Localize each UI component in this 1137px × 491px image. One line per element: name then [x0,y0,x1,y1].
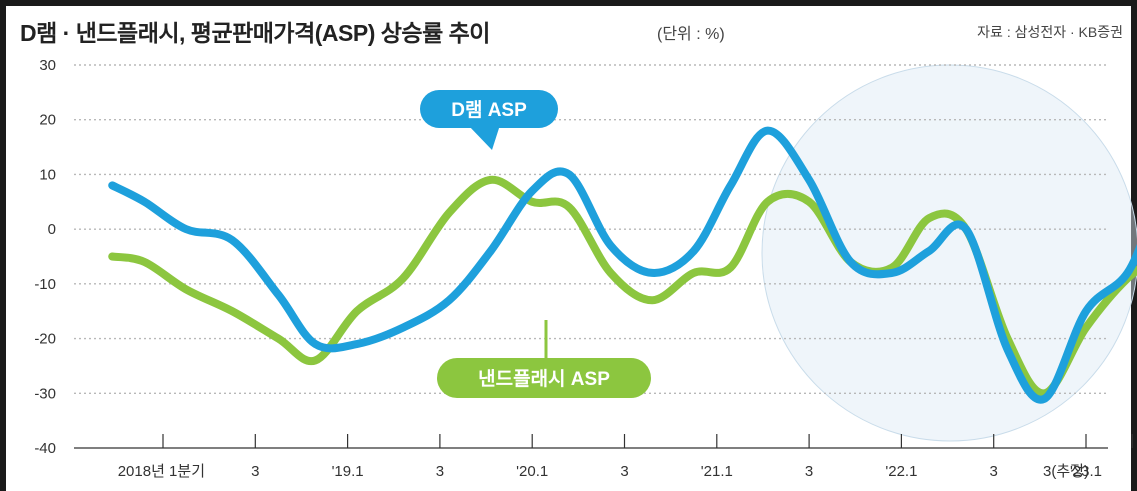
x-tick-label: '21.1 [701,463,733,480]
nand-callout-label: 낸드플래시 ASP [478,368,610,390]
forecast-highlight-circle [761,64,1137,442]
source-label: 자료 : 삼성전자 · KB증권 [977,24,1123,40]
x-tick-label: 3 [620,463,628,480]
dram-callout-badge [420,90,558,128]
y-tick-label: -30 [34,385,56,402]
unit-label: (단위 : %) [657,26,725,43]
dram-callout-label: D램 ASP [451,99,527,121]
top-border [0,0,1137,8]
y-tick-label: -10 [34,276,56,293]
dram-callout-pointer [468,125,500,150]
x-tick-label: 2018년 1분기 [118,463,205,480]
x-tick-label: 3 [436,463,444,480]
nand-callout-badge [437,358,651,398]
x-tick-label: '22.1 [885,463,917,480]
x-tick-label: 3(추정) [1043,463,1089,480]
series-line-nand [108,175,1137,398]
chart-title: D램 · 낸드플래시, 평균판매가격(ASP) 상승률 추이 [20,20,490,46]
y-tick-label: 20 [39,112,56,129]
x-tick-label: '20.1 [516,463,548,480]
y-tick-label: 0 [48,221,56,238]
x-tick-label: '23.1 [1070,463,1102,480]
x-tick-label: 3 [251,463,259,480]
y-tick-label: 30 [39,57,56,74]
y-tick-label: -20 [34,331,56,348]
x-tick-label: 3 [990,463,998,480]
x-tick-label: 3 [805,463,813,480]
chart-panel: D램 · 낸드플래시, 평균판매가격(ASP) 상승률 추이 (단위 : %) … [6,6,1131,491]
y-tick-label: 10 [39,166,56,183]
series-line-dram [108,126,1137,404]
y-tick-label: -40 [34,440,56,457]
x-tick-label: '19.1 [332,463,364,480]
